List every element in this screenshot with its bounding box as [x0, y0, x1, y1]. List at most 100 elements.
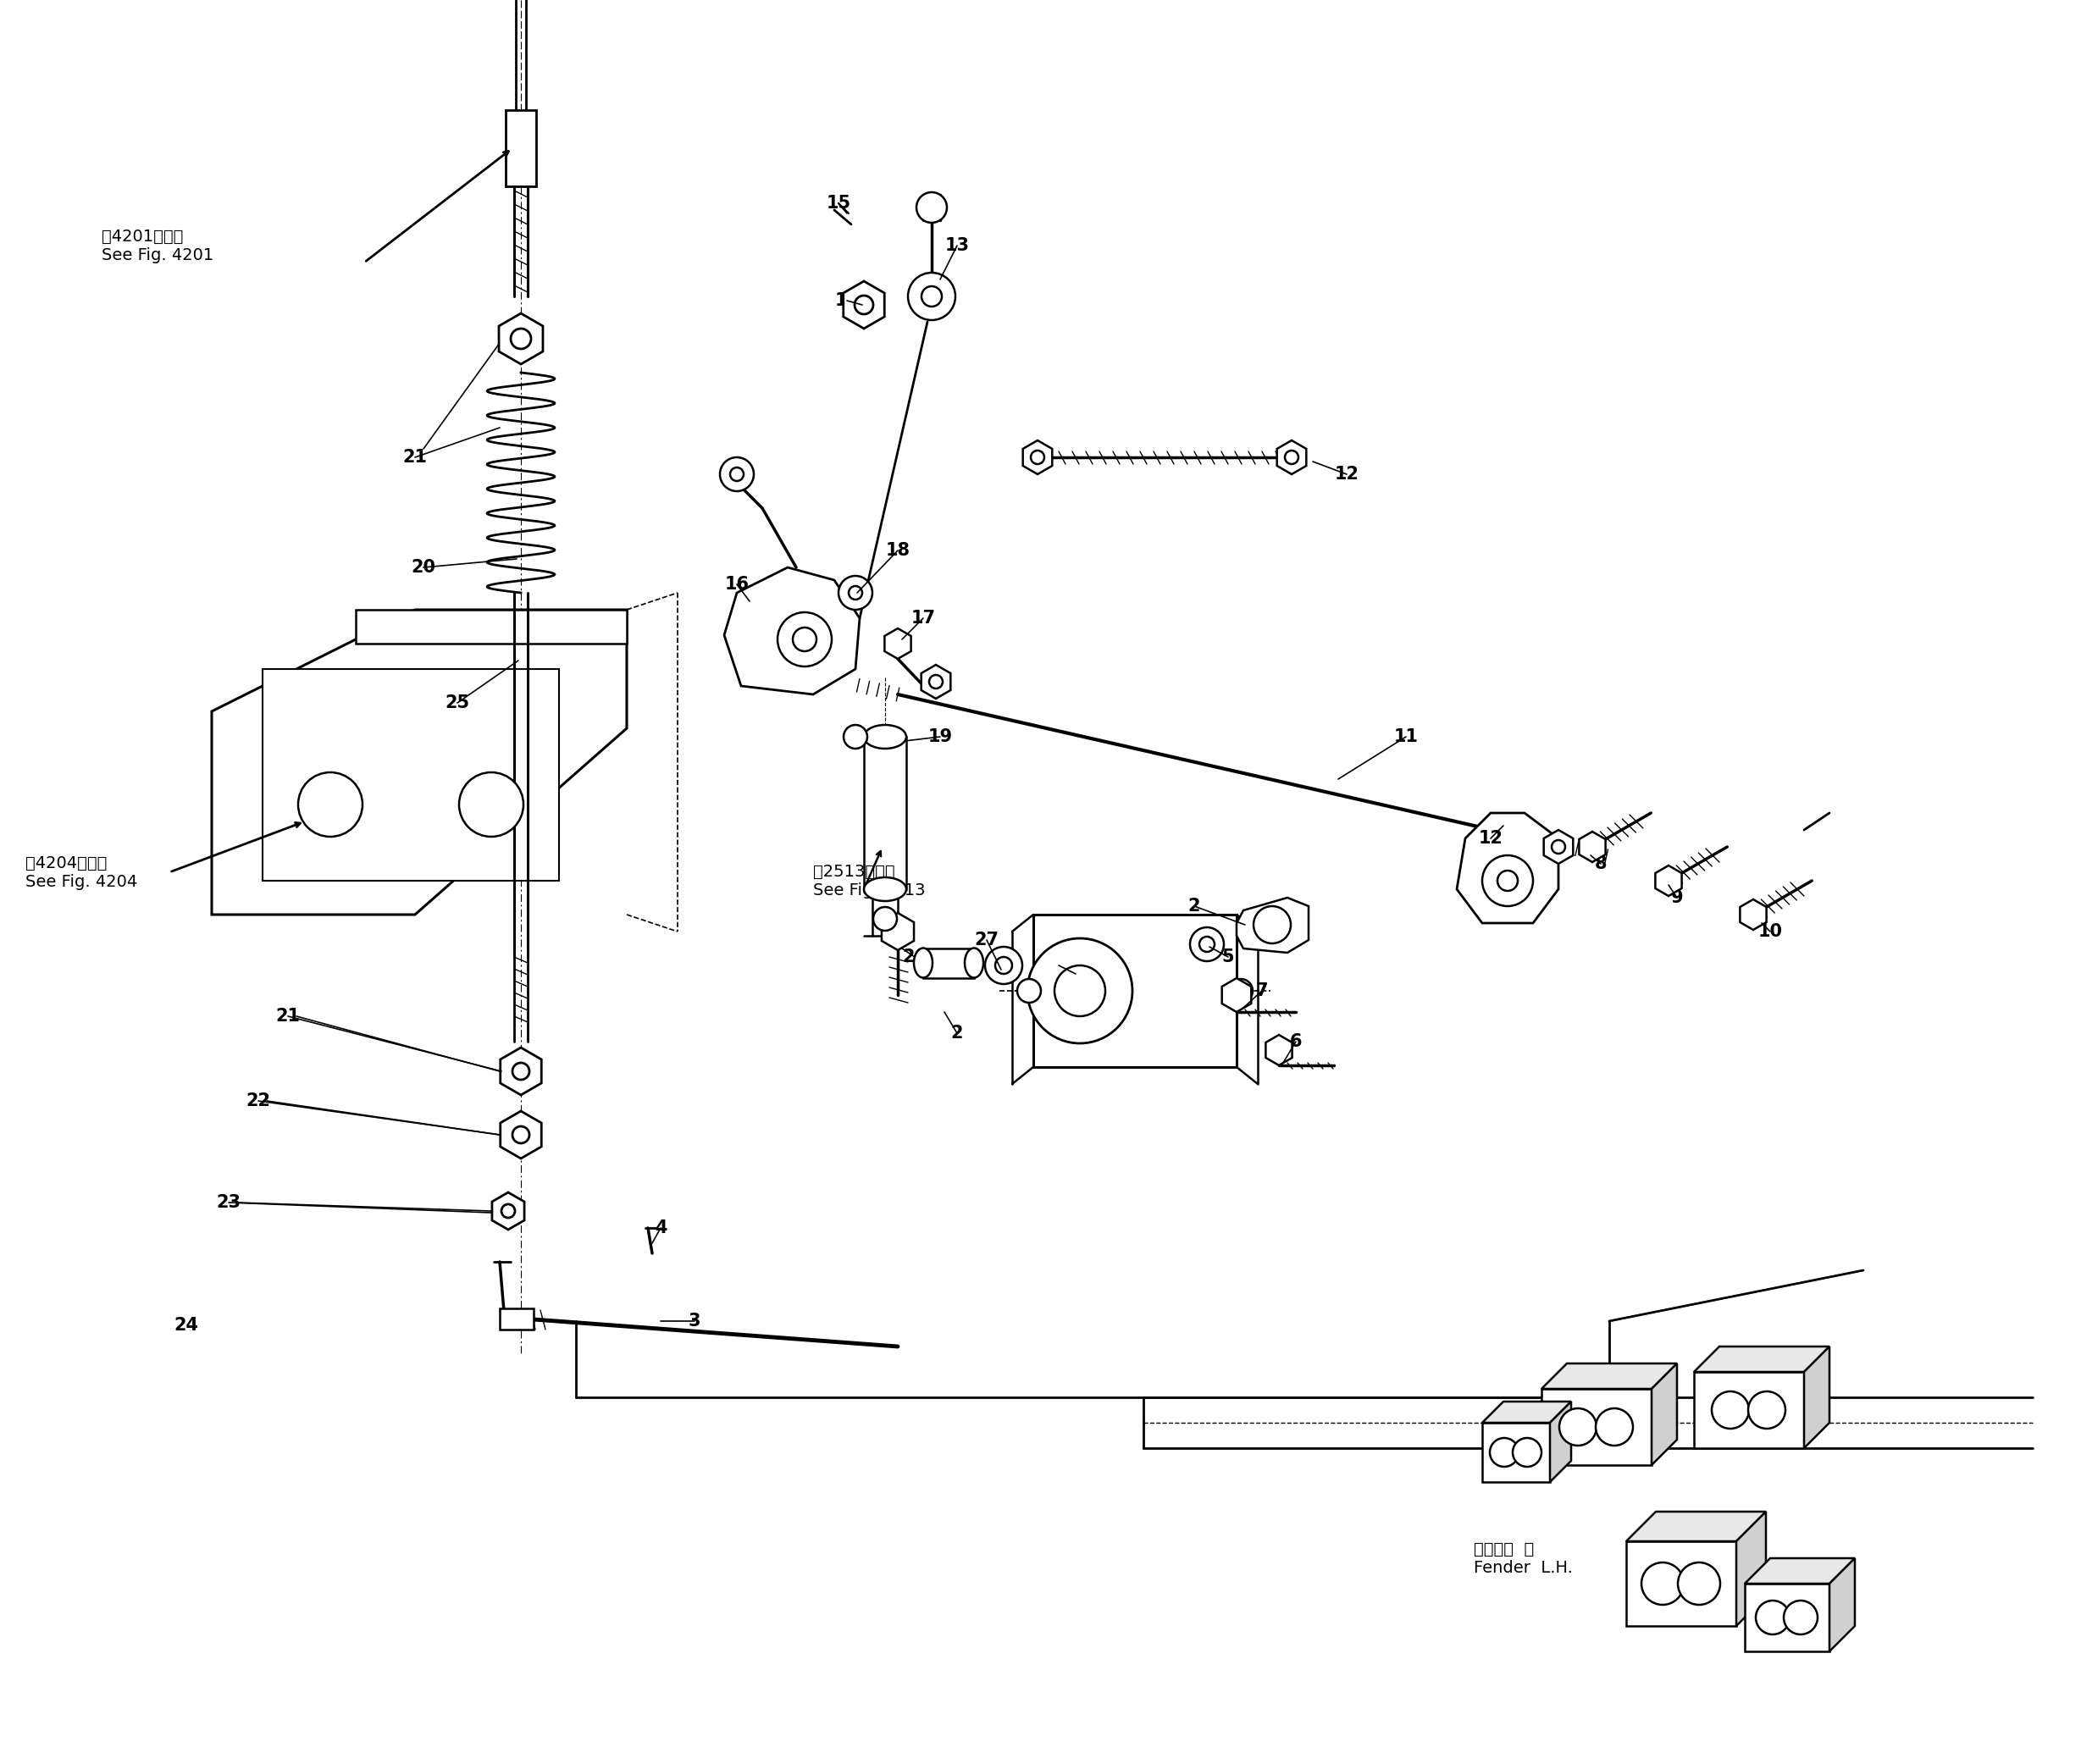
Circle shape: [1596, 1408, 1634, 1445]
Circle shape: [778, 612, 832, 667]
Circle shape: [984, 947, 1022, 984]
Text: 7: 7: [1255, 983, 1267, 998]
Text: 6: 6: [1290, 1034, 1303, 1050]
Polygon shape: [1024, 441, 1053, 475]
Text: 第4204図参照
See Fig. 4204: 第4204図参照 See Fig. 4204: [25, 856, 137, 891]
Text: 24: 24: [175, 1318, 198, 1334]
Circle shape: [1642, 1563, 1684, 1605]
Polygon shape: [1740, 900, 1767, 930]
Circle shape: [849, 586, 862, 600]
Polygon shape: [1542, 1364, 1677, 1388]
Circle shape: [512, 1127, 529, 1143]
Circle shape: [1028, 938, 1132, 1043]
Polygon shape: [1694, 1372, 1804, 1448]
Text: 21: 21: [404, 448, 427, 466]
Polygon shape: [499, 314, 543, 363]
Text: 5: 5: [1222, 949, 1234, 965]
Text: 12: 12: [1478, 829, 1502, 847]
Circle shape: [1490, 1438, 1519, 1466]
Circle shape: [1482, 856, 1534, 907]
Text: 21: 21: [275, 1007, 300, 1025]
Text: 20: 20: [412, 559, 435, 575]
Polygon shape: [1542, 1388, 1652, 1466]
Polygon shape: [724, 568, 859, 695]
Text: 14: 14: [834, 293, 859, 309]
Ellipse shape: [864, 725, 905, 748]
Polygon shape: [212, 610, 626, 914]
Polygon shape: [1736, 1512, 1767, 1626]
Circle shape: [1018, 979, 1040, 1002]
Circle shape: [512, 1062, 529, 1080]
Text: 26: 26: [903, 949, 926, 965]
Circle shape: [922, 286, 943, 307]
Circle shape: [1677, 1563, 1721, 1605]
Text: 8: 8: [1594, 856, 1607, 871]
Polygon shape: [1236, 898, 1309, 953]
Circle shape: [1559, 1408, 1596, 1445]
Circle shape: [1199, 937, 1215, 953]
Polygon shape: [1625, 1512, 1767, 1542]
Circle shape: [1230, 979, 1253, 1002]
Polygon shape: [922, 665, 951, 699]
Text: 18: 18: [887, 542, 909, 559]
Polygon shape: [1482, 1402, 1571, 1424]
Polygon shape: [1744, 1584, 1829, 1651]
Polygon shape: [1265, 1035, 1292, 1065]
Text: 4: 4: [656, 1219, 666, 1237]
Circle shape: [907, 273, 955, 319]
Circle shape: [928, 676, 943, 688]
Bar: [1034, 914, 1236, 1067]
Circle shape: [720, 457, 753, 490]
Polygon shape: [1694, 1346, 1829, 1372]
Bar: [506, 109, 537, 187]
Text: 2: 2: [951, 1025, 964, 1041]
Text: 3: 3: [689, 1312, 701, 1330]
Polygon shape: [1550, 1402, 1571, 1482]
Polygon shape: [262, 669, 560, 880]
Circle shape: [843, 725, 868, 748]
Text: 22: 22: [246, 1092, 271, 1110]
Bar: [864, 737, 905, 889]
Polygon shape: [843, 280, 884, 328]
Text: 17: 17: [911, 610, 936, 626]
Polygon shape: [356, 610, 626, 644]
Circle shape: [1513, 1438, 1542, 1466]
Text: 13: 13: [945, 236, 970, 254]
Circle shape: [1552, 840, 1565, 854]
Polygon shape: [882, 914, 914, 951]
Text: 16: 16: [724, 575, 749, 593]
Circle shape: [1713, 1392, 1748, 1429]
Text: 23: 23: [216, 1194, 241, 1212]
Ellipse shape: [966, 947, 984, 977]
Text: 2: 2: [1188, 898, 1201, 914]
Polygon shape: [1457, 813, 1559, 923]
Bar: [924, 949, 974, 977]
Text: 第4201図参照
See Fig. 4201: 第4201図参照 See Fig. 4201: [102, 229, 214, 263]
Circle shape: [1055, 965, 1105, 1016]
Circle shape: [916, 192, 947, 222]
Polygon shape: [499, 1111, 541, 1159]
Circle shape: [1756, 1600, 1790, 1635]
Circle shape: [1190, 928, 1224, 961]
Text: 19: 19: [928, 729, 953, 744]
Text: 11: 11: [1394, 729, 1419, 744]
Polygon shape: [1829, 1558, 1854, 1651]
Circle shape: [995, 956, 1011, 974]
Circle shape: [855, 296, 874, 314]
Text: 第2513図参照
See Fig. 2513: 第2513図参照 See Fig. 2513: [814, 864, 926, 898]
Polygon shape: [1544, 829, 1573, 864]
Text: 9: 9: [1671, 889, 1684, 907]
Polygon shape: [1222, 977, 1251, 1013]
Text: フェンダ  左
Fender  L.H.: フェンダ 左 Fender L.H.: [1473, 1542, 1573, 1575]
Circle shape: [298, 773, 362, 836]
Circle shape: [874, 907, 897, 931]
Circle shape: [1030, 450, 1045, 464]
Circle shape: [1783, 1600, 1817, 1635]
Polygon shape: [491, 1192, 524, 1230]
Polygon shape: [1579, 831, 1607, 863]
Text: 1: 1: [1053, 956, 1065, 974]
Text: 12: 12: [1334, 466, 1359, 483]
Circle shape: [730, 467, 743, 482]
Circle shape: [502, 1205, 514, 1217]
Polygon shape: [1652, 1364, 1677, 1466]
